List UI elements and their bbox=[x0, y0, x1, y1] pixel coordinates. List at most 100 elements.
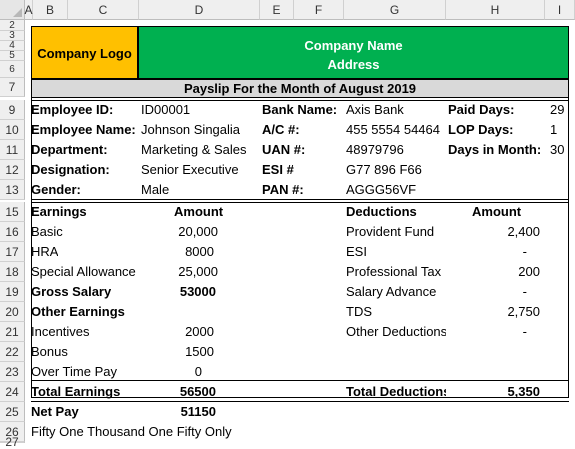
column-header-e[interactable]: E bbox=[260, 0, 294, 20]
other-deductions-value[interactable]: - bbox=[522, 324, 527, 339]
company-logo-cell[interactable]: Company Logo bbox=[31, 26, 138, 79]
uan-label: UAN #: bbox=[262, 142, 306, 157]
employee-id-value[interactable]: ID00001 bbox=[141, 102, 191, 117]
pan-label: PAN #: bbox=[262, 182, 304, 197]
department-label: Department: bbox=[31, 142, 108, 157]
special-allowance-value[interactable]: 25,000 bbox=[178, 264, 218, 279]
row-header[interactable]: 3 bbox=[0, 30, 25, 41]
row-header[interactable]: 22 bbox=[0, 342, 25, 362]
gender-label: Gender: bbox=[31, 182, 81, 197]
days-in-month-label: Days in Month: bbox=[448, 142, 542, 157]
company-address: Address bbox=[327, 57, 380, 72]
incentives-value[interactable]: 2000 bbox=[185, 324, 214, 339]
paid-days-label: Paid Days: bbox=[448, 102, 515, 117]
employee-name-value[interactable]: Johnson Singalia bbox=[141, 122, 241, 137]
gender-value[interactable]: Male bbox=[141, 182, 170, 197]
row-header[interactable]: 26 bbox=[0, 422, 25, 442]
deductions-amount-header: Amount bbox=[472, 204, 522, 219]
column-header-a[interactable]: A bbox=[25, 0, 33, 20]
bonus-label: Bonus bbox=[31, 344, 68, 359]
other-deductions-label: Other Deductions bbox=[346, 324, 446, 339]
row-header[interactable]: 6 bbox=[0, 61, 25, 78]
employee-name-label: Employee Name: bbox=[31, 122, 136, 137]
salary-advance-value[interactable]: - bbox=[522, 284, 527, 299]
row-header[interactable]: 19 bbox=[0, 282, 25, 302]
company-info-cell[interactable]: Company Name Address bbox=[138, 26, 569, 79]
department-value[interactable]: Marketing & Sales bbox=[141, 142, 247, 157]
net-pay-value[interactable]: 51150 bbox=[180, 404, 216, 419]
total-deductions-label: Total Deductions bbox=[346, 384, 446, 399]
employee-details-box bbox=[31, 100, 569, 200]
column-header-d[interactable]: D bbox=[139, 0, 260, 20]
tds-value[interactable]: 2,750 bbox=[507, 304, 540, 319]
column-header-c[interactable]: C bbox=[68, 0, 139, 20]
account-number-value[interactable]: 455 5554 54464 bbox=[346, 122, 440, 137]
row-header[interactable]: 11 bbox=[0, 140, 25, 160]
basic-label: Basic bbox=[31, 224, 63, 239]
row-header[interactable]: 21 bbox=[0, 322, 25, 342]
lop-days-value[interactable]: 1 bbox=[550, 122, 558, 137]
hra-label: HRA bbox=[31, 244, 59, 259]
row-header[interactable]: 16 bbox=[0, 222, 25, 242]
total-deductions-value[interactable]: 5,350 bbox=[507, 384, 540, 399]
column-header-b[interactable]: B bbox=[33, 0, 68, 20]
designation-label: Designation: bbox=[31, 162, 110, 177]
uan-value[interactable]: 48979796 bbox=[346, 142, 404, 157]
select-all-corner[interactable] bbox=[0, 0, 25, 20]
row-header[interactable]: 7 bbox=[0, 78, 25, 97]
basic-value[interactable]: 20,000 bbox=[178, 224, 218, 239]
employee-id-label: Employee ID: bbox=[31, 102, 114, 117]
designation-value[interactable]: Senior Executive bbox=[141, 162, 239, 177]
bank-name-label: Bank Name: bbox=[262, 102, 338, 117]
company-name: Company Name bbox=[304, 38, 403, 53]
row-header[interactable]: 9 bbox=[0, 100, 25, 120]
column-header-i[interactable]: I bbox=[545, 0, 575, 20]
row-header[interactable]: 2 bbox=[0, 20, 25, 31]
paid-days-value[interactable]: 29 bbox=[550, 102, 565, 117]
row-header[interactable]: 20 bbox=[0, 302, 25, 322]
esi-deduction-label: ESI bbox=[346, 244, 367, 259]
row-header[interactable]: 12 bbox=[0, 160, 25, 180]
esi-deduction-value[interactable]: - bbox=[522, 244, 527, 259]
overtime-pay-label: Over Time Pay bbox=[31, 364, 117, 379]
column-header-g[interactable]: G bbox=[344, 0, 446, 20]
salary-advance-label: Salary Advance bbox=[346, 284, 437, 299]
row-header[interactable]: 18 bbox=[0, 262, 25, 282]
row-header[interactable]: 4 bbox=[0, 40, 25, 51]
professional-tax-value[interactable]: 200 bbox=[518, 264, 540, 279]
net-pay-label: Net Pay bbox=[31, 404, 79, 419]
earnings-header: Earnings bbox=[31, 204, 87, 219]
row-header[interactable]: 17 bbox=[0, 242, 25, 262]
overtime-pay-value[interactable]: 0 bbox=[194, 364, 202, 379]
row-header[interactable]: 5 bbox=[0, 50, 25, 61]
days-in-month-value[interactable]: 30 bbox=[550, 142, 565, 157]
professional-tax-label: Professional Tax bbox=[346, 264, 442, 279]
total-earnings-value[interactable]: 56500 bbox=[179, 384, 216, 399]
pan-value[interactable]: AGGG56VF bbox=[346, 182, 417, 197]
net-pay-in-words[interactable]: Fifty One Thousand One Fifty Only bbox=[31, 424, 232, 439]
provident-fund-value[interactable]: 2,400 bbox=[507, 224, 540, 239]
esi-number-value[interactable]: G77 896 F66 bbox=[346, 162, 422, 177]
bonus-value[interactable]: 1500 bbox=[185, 344, 214, 359]
row-header[interactable]: 15 bbox=[0, 202, 25, 222]
column-header-h[interactable]: H bbox=[446, 0, 545, 20]
gross-salary-value[interactable]: 53000 bbox=[179, 284, 216, 299]
row-header[interactable]: 13 bbox=[0, 180, 25, 200]
row-header[interactable]: 10 bbox=[0, 120, 25, 140]
lop-days-label: LOP Days: bbox=[448, 122, 514, 137]
row-header[interactable]: 23 bbox=[0, 362, 25, 382]
row-header[interactable]: 24 bbox=[0, 382, 25, 402]
provident-fund-label: Provident Fund bbox=[346, 224, 435, 239]
totals-row-border bbox=[31, 380, 569, 402]
column-header-f[interactable]: F bbox=[294, 0, 344, 20]
tds-label: TDS bbox=[346, 304, 372, 319]
special-allowance-label: Special Allowance bbox=[31, 264, 136, 279]
incentives-label: Incentives bbox=[31, 324, 90, 339]
bank-name-value[interactable]: Axis Bank bbox=[346, 102, 404, 117]
esi-number-label: ESI # bbox=[262, 162, 294, 177]
payslip-title[interactable]: Payslip For the Month of August 2019 bbox=[31, 79, 569, 98]
hra-value[interactable]: 8000 bbox=[185, 244, 214, 259]
row-header[interactable]: 25 bbox=[0, 402, 25, 422]
earnings-amount-header: Amount bbox=[174, 204, 224, 219]
